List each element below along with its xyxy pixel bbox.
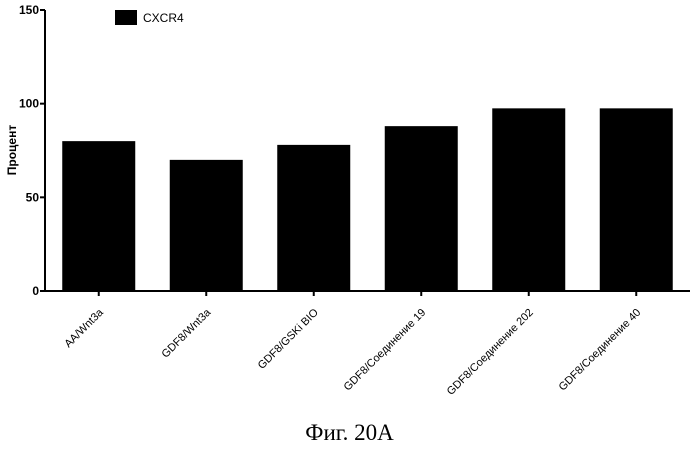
bar [492,108,565,291]
x-tick-label: GDF8/Соединение 19 [342,307,429,394]
x-tick-label: AA/Wnt3a [62,306,106,350]
legend-swatch-cxcr4 [115,10,137,25]
y-tick-label: 0 [32,284,39,298]
x-tick-label: GDF8/Соединение 40 [557,307,644,394]
y-tick-label: 50 [26,190,40,204]
bar [600,108,673,291]
bar [62,141,135,291]
bar [385,126,458,291]
y-tick-label: 100 [19,97,39,111]
legend-label-cxcr4: CXCR4 [143,11,184,25]
x-tick-label: GDF8/GSKi BIO [256,306,321,371]
y-tick-label: 150 [19,3,39,17]
bar [277,145,350,291]
legend: CXCR4 [115,10,184,25]
bar-chart: CXCR4 Процент 0 50 100 150 AA/Wnt3a GDF8/Wnt3… [0,0,699,420]
y-axis-label: Процент [5,125,19,176]
x-tick-label: GDF8/Соединение 202 [445,307,536,398]
bar [170,160,243,291]
figure-caption: Фиг. 20A [0,420,699,446]
plot-area: 0 50 100 150 AA/Wnt3a GDF8/Wnt3a GDF8/GSKi BIO… [19,3,690,398]
x-tick-label: GDF8/Wnt3a [159,306,213,360]
